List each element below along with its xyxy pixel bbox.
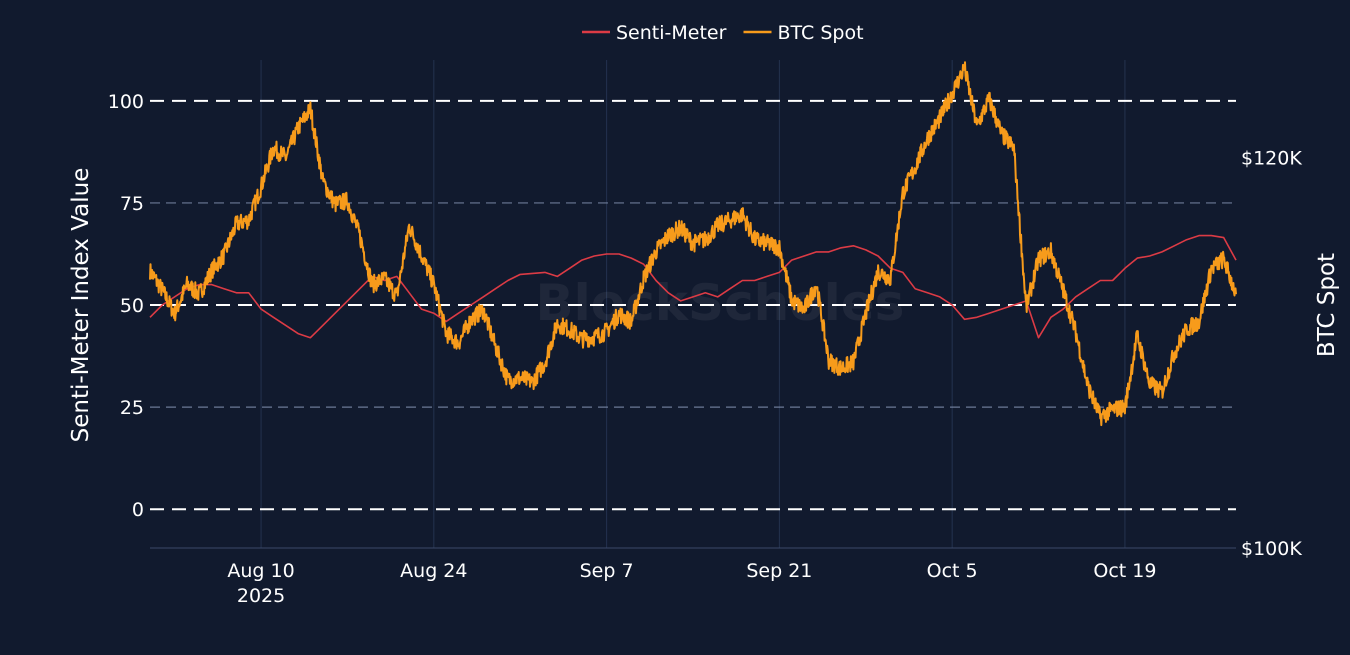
- legend-label: Senti-Meter: [616, 22, 727, 44]
- legend[interactable]: Senti-Meter BTC Spot: [582, 22, 864, 44]
- y-left-tick-label: 50: [120, 295, 144, 317]
- x-tick-label: Aug 10: [227, 560, 294, 582]
- y-left-tick-label: 25: [120, 397, 144, 419]
- y-left-tick-label: 100: [108, 91, 144, 113]
- legend-label: BTC Spot: [778, 22, 864, 44]
- legend-item-senti-meter[interactable]: Senti-Meter: [582, 22, 727, 44]
- y-right-axis-title: BTC Spot: [1314, 253, 1340, 357]
- x-tick-label: Oct 5: [927, 560, 978, 582]
- y-left-tick-label: 0: [132, 499, 144, 521]
- y-left-tick-label: 75: [120, 193, 144, 215]
- x-tick-label: Aug 24: [400, 560, 467, 582]
- btc-spot-line: [149, 61, 1237, 427]
- x-tick-label: Oct 19: [1093, 560, 1156, 582]
- x-tick-label: Sep 7: [580, 560, 634, 582]
- x-tick-sublabel: 2025: [237, 585, 285, 607]
- watermark: BlockScholes: [536, 274, 905, 332]
- y-left-axis-title: Senti-Meter Index Value: [68, 168, 94, 443]
- y-right-tick-label: $120K: [1241, 148, 1302, 170]
- series-lines: [149, 61, 1237, 427]
- senti-meter-line: [149, 234, 1237, 339]
- legend-item-btc-spot[interactable]: BTC Spot: [743, 22, 864, 44]
- axes: 0 25 50 75 100 $100K $120K Aug 10 2025 Aug 24 Sep …: [108, 91, 1303, 607]
- x-tick-label: Sep 21: [746, 560, 812, 582]
- y-right-tick-label: $100K: [1241, 538, 1302, 560]
